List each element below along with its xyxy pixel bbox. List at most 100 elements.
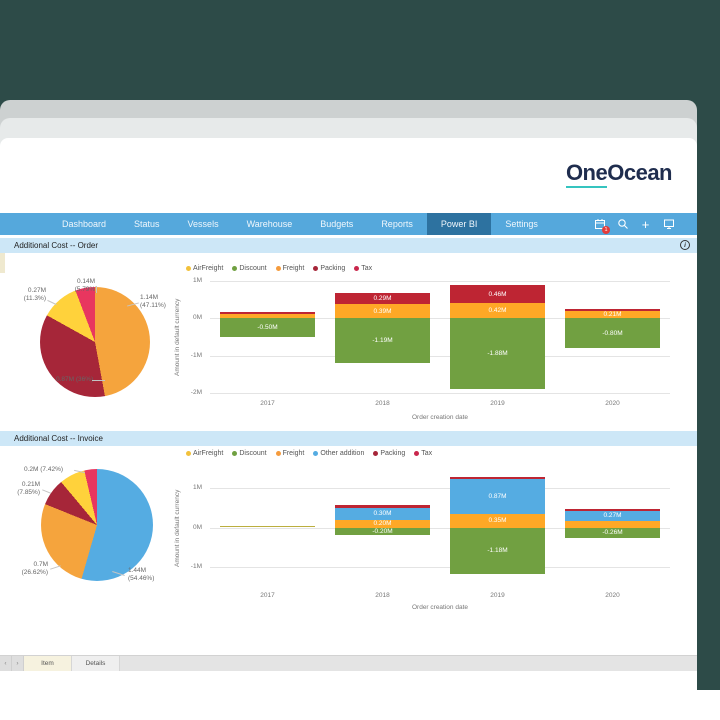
nav-item-reports[interactable]: Reports (381, 219, 413, 229)
oneocean-logo: OneOcean (565, 160, 672, 188)
tab-next-arrow-icon[interactable]: › (12, 656, 24, 671)
tab-prev-arrow-icon[interactable]: ‹ (0, 656, 12, 671)
bar-value-label: -0.80M (602, 329, 623, 337)
gridline (210, 318, 670, 320)
legend-item[interactable]: Other addition (313, 450, 364, 457)
bar-segment-discount[interactable]: -0.26M (565, 527, 660, 538)
legend-item[interactable]: AirFreight (186, 265, 223, 272)
legend-item[interactable]: Freight (275, 450, 304, 457)
info-icon[interactable]: i (680, 240, 690, 250)
leader-line (47, 299, 57, 306)
x-tick-label: 2019 (490, 400, 505, 407)
nav-item-warehouse[interactable]: Warehouse (246, 219, 293, 229)
bar-segment-tax[interactable] (335, 504, 430, 508)
search-icon[interactable] (616, 218, 629, 231)
bar-chart-invoice: Amount in default currency 1M 0M -1M 0.20M… (174, 472, 679, 632)
bar-segment-discount[interactable]: -1.18M (450, 527, 545, 575)
legend-item[interactable]: AirFreight (186, 450, 223, 457)
bar-segment-tax[interactable] (450, 476, 545, 480)
y-axis: 1M 0M -1M -2M (182, 277, 204, 441)
logo-part-ocean: Ocean (607, 160, 672, 185)
legend-dot (313, 451, 319, 456)
gridline (210, 487, 670, 489)
panel-flap[interactable] (0, 253, 5, 273)
bar-segment-freight[interactable]: 0.21M (565, 310, 660, 319)
nav-item-vessels[interactable]: Vessels (187, 219, 219, 229)
gridline (210, 567, 670, 569)
gridline (210, 393, 670, 394)
nav-item-settings[interactable]: Settings (505, 219, 538, 229)
legend-dot (354, 266, 360, 271)
legend-item[interactable]: Packing (373, 450, 405, 457)
legend-dot (186, 266, 191, 271)
bar-segment-tax[interactable]: 0.29M (335, 292, 430, 304)
bar-segment-freight[interactable]: 0.35M (450, 513, 545, 528)
y-tick-label: 0M (192, 523, 202, 531)
legend-dot (275, 266, 281, 271)
bar-value-label: 0.20M (373, 520, 392, 528)
y-tick-label: -1M (190, 563, 202, 571)
legend-dot (373, 451, 379, 456)
legend-item[interactable]: Discount (232, 265, 267, 272)
pie-chart-invoice: 0.2M (7.42%) 0.21M (7.85%) 0.7M (26.62%) 1… (0, 463, 184, 613)
legend-dot (186, 451, 191, 456)
nav-item-dashboard[interactable]: Dashboard (62, 219, 107, 229)
x-tick-label: 2017 (260, 592, 275, 599)
pie-invoice[interactable] (41, 469, 153, 581)
bar-value-label: 0.46M (488, 290, 507, 298)
nav-item-power-bi[interactable]: Power BI (426, 213, 492, 235)
legend-dot (414, 451, 420, 456)
legend-dot (275, 451, 281, 456)
bar-segment-freight[interactable]: 0.20M (335, 519, 430, 528)
bar-segment-discount[interactable]: -0.20M (335, 527, 430, 536)
gridline (210, 355, 670, 357)
bar-segment-freight[interactable]: 0.42M (450, 302, 545, 319)
legend-order: AirFreight Discount Freight Packing Tax (186, 265, 372, 272)
bar-value-label: 0.30M (373, 510, 392, 518)
x-tick-label: 2020 (605, 400, 620, 407)
add-icon[interactable]: + (641, 216, 650, 232)
x-tick-label: 2018 (375, 400, 390, 407)
bar-segment-freight[interactable] (220, 313, 315, 319)
bar-segment-airfreight[interactable] (220, 525, 315, 528)
legend-item[interactable]: Discount (232, 450, 267, 457)
legend-item[interactable]: Freight (275, 265, 304, 272)
legend-item[interactable]: Tax (354, 265, 372, 272)
bar-segment-tax[interactable] (220, 312, 315, 314)
bar-value-label: 0.39M (373, 307, 392, 315)
bar-value-label: -1.88M (487, 349, 508, 357)
bar-segment-tax[interactable]: 0.46M (450, 285, 545, 303)
nav-item-status[interactable]: Status (134, 219, 160, 229)
bar-segment-tax[interactable] (565, 509, 660, 511)
nav-item-budgets[interactable]: Budgets (320, 219, 354, 229)
pie-label-tax: 0.14M (5.79%) (74, 278, 98, 294)
bar-segment-tax[interactable] (565, 309, 660, 311)
x-axis-title: Order creation date (411, 414, 468, 421)
bar-chart-order: Amount in default currency 1M 0M -1M -2M -0… (174, 277, 679, 441)
legend-item[interactable]: Packing (313, 265, 345, 272)
bar-segment-discount[interactable]: -0.80M (565, 318, 660, 349)
tab-details[interactable]: Details (72, 656, 120, 671)
bar-segment-discount[interactable]: -1.88M (450, 318, 545, 389)
bar-value-label: -1.18M (487, 547, 508, 555)
bar-segment-discount[interactable]: -1.19M (335, 318, 430, 363)
y-tick-label: 0M (192, 314, 202, 322)
legend-item[interactable]: Tax (414, 450, 432, 457)
bottom-strip (0, 690, 720, 720)
x-tick-label: 2017 (260, 400, 275, 407)
monitor-icon[interactable] (662, 218, 675, 231)
x-tick-label: 2018 (375, 592, 390, 599)
bar-segment-other-addition[interactable]: 0.87M (450, 479, 545, 514)
legend-dot (232, 266, 238, 271)
bar-segment-discount[interactable]: -0.50M (220, 318, 315, 337)
pie-label-packing: 0.21M (7.85%) (17, 481, 40, 497)
bar-segment-freight[interactable]: 0.39M (335, 303, 430, 319)
tab-item[interactable]: Item (24, 656, 72, 671)
bar-value-label: -0.20M (372, 527, 393, 535)
navbar-icon-group: 1 + (593, 213, 675, 235)
bar-segment-freight[interactable] (565, 521, 660, 528)
bar-segment-other-addition[interactable]: 0.30M (335, 507, 430, 520)
bar-segment-other-addition[interactable]: 0.27M (565, 510, 660, 522)
calendar-icon[interactable]: 1 (593, 218, 610, 234)
